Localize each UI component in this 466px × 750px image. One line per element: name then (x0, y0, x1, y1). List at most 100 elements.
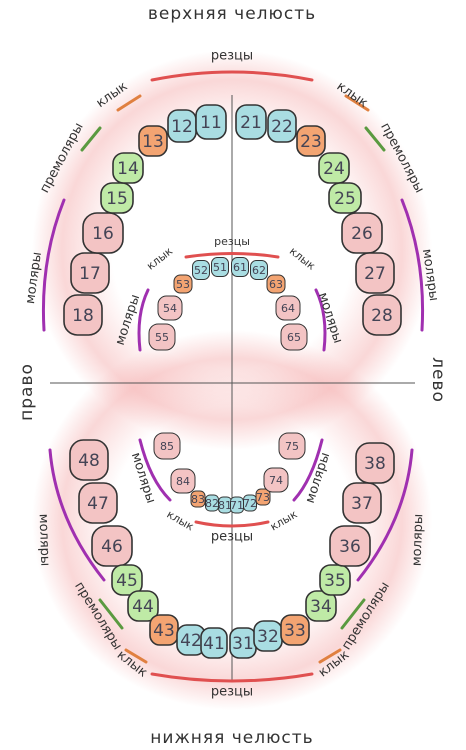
tooth-number: 37 (351, 494, 373, 514)
tooth (355, 442, 395, 484)
tooth-number: 72 (243, 497, 257, 510)
tooth (275, 295, 301, 321)
tooth-number: 15 (106, 189, 128, 209)
tooth (328, 182, 362, 214)
tooth-number: 55 (155, 331, 169, 344)
group-arc (314, 288, 327, 352)
tooth (78, 482, 118, 524)
tooth (329, 525, 371, 567)
tooth-number: 17 (79, 264, 101, 284)
tooth (266, 274, 286, 294)
tooth (341, 212, 383, 254)
group-arc (98, 598, 124, 630)
group-arc (318, 648, 342, 664)
tooth (170, 468, 196, 494)
tooth-number: 41 (203, 634, 225, 654)
tooth (192, 260, 210, 280)
tooth (148, 323, 176, 351)
tooth-number: 36 (339, 537, 361, 557)
tooth-number: 46 (101, 537, 123, 557)
tooth (267, 109, 297, 143)
tooth-number: 62 (252, 264, 266, 277)
tooth-number: 16 (92, 224, 114, 244)
group-arc (80, 126, 102, 152)
tooth-number: 84 (176, 475, 190, 488)
tooth-number: 31 (232, 634, 254, 654)
tooth (280, 323, 308, 351)
tooth (100, 182, 134, 214)
tooth-number: 42 (180, 631, 202, 651)
tooth-number: 52 (194, 264, 208, 277)
tooth-number: 13 (142, 132, 164, 152)
tooth (250, 260, 268, 280)
tooth (112, 152, 144, 184)
tooth-number: 27 (364, 264, 386, 284)
group-arc (137, 288, 150, 352)
title-lower: нижняя челюсть (150, 728, 313, 748)
group-arc (150, 70, 314, 82)
tooth (63, 294, 103, 336)
tooth (342, 482, 382, 524)
tooth (305, 590, 337, 622)
tooth (157, 295, 183, 321)
tooth-number: 12 (171, 117, 193, 137)
group-arc (364, 126, 386, 152)
tooth (82, 212, 124, 254)
tooth-number: 85 (160, 440, 174, 453)
group-label: моляры (419, 248, 441, 302)
tooth-number: 71 (230, 499, 244, 512)
tooth-number: 61 (233, 261, 247, 274)
group-arc (41, 198, 66, 332)
group-arc (292, 438, 324, 502)
group-label: резцы (214, 235, 250, 248)
tooth-number: 25 (334, 189, 356, 209)
tooth-number: 45 (116, 571, 138, 591)
tooth-number: 26 (351, 224, 373, 244)
tooth (153, 432, 181, 460)
tooth-number: 21 (240, 113, 262, 133)
group-arc (150, 672, 314, 683)
tooth (69, 439, 109, 481)
tooth-number: 43 (153, 621, 175, 641)
tooth (190, 490, 206, 508)
side-left: лево (428, 357, 448, 403)
group-arc (124, 648, 148, 664)
tooth-number: 64 (281, 302, 295, 315)
tooth (195, 104, 227, 140)
group-arc (48, 448, 106, 582)
group-label: моляры (36, 514, 53, 567)
group-arc (184, 252, 280, 259)
group-label: моляры (23, 251, 45, 305)
tooth-number: 18 (72, 306, 94, 326)
tooth-number: 74 (269, 474, 283, 487)
tooth (200, 627, 228, 659)
tooth-number: 44 (132, 597, 154, 617)
group-arc (194, 520, 270, 528)
group-label: резцы (211, 685, 253, 700)
tooth-number: 35 (324, 571, 346, 591)
tooth-number: 75 (285, 440, 299, 453)
tooth (173, 274, 193, 294)
tooth-number: 83 (191, 493, 205, 506)
group-arc (400, 198, 425, 332)
tooth (318, 152, 350, 184)
tooth (231, 257, 249, 277)
tooth (280, 614, 310, 646)
tooth (211, 257, 229, 277)
group-arc (116, 94, 142, 112)
tooth-number: 53 (176, 278, 190, 291)
tooth-number: 32 (257, 627, 279, 647)
tooth-number: 65 (287, 331, 301, 344)
tooth-number: 38 (364, 454, 386, 474)
tooth-number: 34 (310, 597, 332, 617)
tooth (138, 125, 168, 157)
tooth-number: 14 (117, 159, 139, 179)
group-arc (138, 438, 172, 502)
title-upper: верхняя челюсть (148, 4, 316, 24)
tooth-number: 11 (200, 113, 222, 133)
group-label: резцы (211, 530, 253, 545)
tooth-number: 33 (284, 621, 306, 641)
tooth (127, 590, 159, 622)
group-label: резцы (211, 49, 253, 64)
tooth (70, 252, 110, 294)
